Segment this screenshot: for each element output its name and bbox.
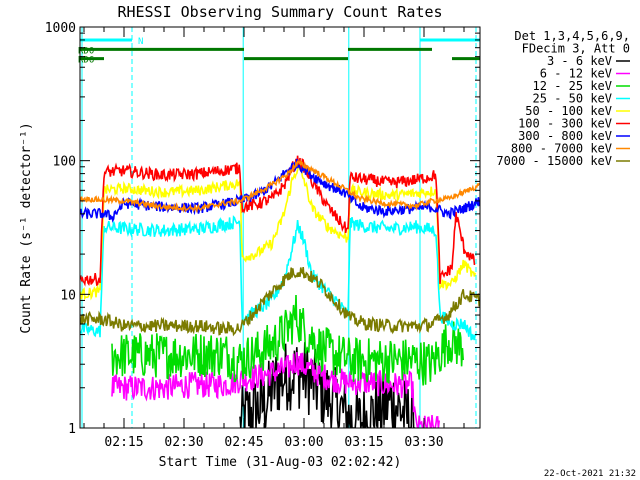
legend-label-6: 300 - 800 keV [518, 129, 612, 143]
x-tick-label-5: 03:30 [404, 435, 443, 450]
x-tick-label-3: 03:00 [284, 435, 323, 450]
series-line-2 [111, 294, 464, 386]
series-line-4 [80, 163, 476, 301]
legend-label-4: 50 - 100 keV [525, 104, 612, 118]
plot-content [80, 27, 480, 428]
series-line-7 [80, 159, 480, 214]
flag-label-2: RD0 [78, 46, 94, 56]
x-axis-label: Start Time (31-Aug-03 02:02:42) [159, 455, 402, 470]
x-tick-label-2: 02:45 [224, 435, 263, 450]
legend-label-5: 100 - 300 keV [518, 117, 612, 131]
legend-label-2: 12 - 25 keV [533, 79, 612, 93]
legend-label-7: 800 - 7000 keV [511, 142, 612, 156]
series-line-6 [80, 158, 480, 223]
flag-label-4: RD6 [78, 56, 94, 66]
chart-title: RHESSI Observing Summary Count Rates [117, 3, 442, 21]
series-line-1 [111, 352, 440, 428]
y-tick-label-1: 10 [60, 288, 76, 303]
legend-header-1: FDecim 3, Att 0 [522, 42, 630, 56]
flag-label-0: N [138, 37, 143, 47]
legend-header-0: Det 1,3,4,5,6,9, [514, 29, 630, 43]
y-tick-label-3: 1000 [45, 21, 76, 36]
y-axis-label: Count Rate (s⁻¹ detector⁻¹) [19, 122, 34, 333]
legend: Det 1,3,4,5,6,9,FDecim 3, Att 03 - 6 keV… [496, 29, 630, 168]
series-line-8 [80, 266, 480, 337]
timestamp: 22-Oct-2021 21:32 [544, 469, 636, 479]
x-tick-label-0: 02:15 [104, 435, 143, 450]
y-tick-label-0: 1 [68, 422, 76, 437]
plot-frame [79, 26, 481, 429]
x-tick-label-4: 03:15 [344, 435, 383, 450]
legend-label-0: 3 - 6 keV [547, 54, 612, 68]
legend-label-8: 7000 - 15000 keV [496, 154, 612, 168]
axes: 1 10 100 1000 02:15 02:30 02:45 03:00 03:15 03:30 [45, 21, 480, 450]
x-tick-label-1: 02:30 [164, 435, 203, 450]
series-line-5 [80, 155, 476, 287]
legend-label-3: 25 - 50 keV [533, 92, 612, 106]
y-tick-label-2: 100 [53, 155, 76, 170]
legend-label-1: 6 - 12 keV [540, 67, 612, 81]
